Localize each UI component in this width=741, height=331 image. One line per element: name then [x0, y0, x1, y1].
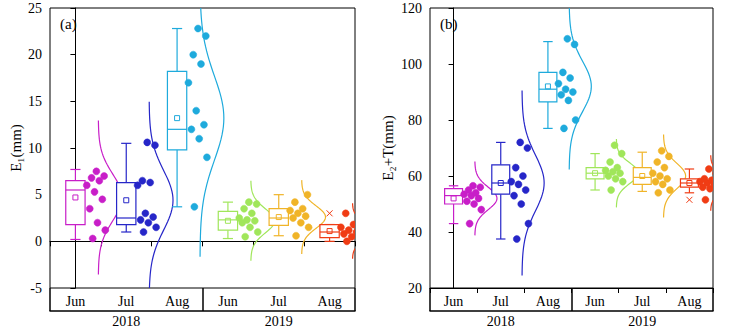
svg-text:20: 20: [408, 281, 422, 296]
svg-text:2019: 2019: [628, 314, 656, 329]
svg-text:Jun: Jun: [218, 294, 237, 309]
svg-text:2019: 2019: [265, 314, 293, 329]
svg-text:Aug: Aug: [677, 294, 701, 309]
svg-text:25: 25: [28, 1, 42, 16]
svg-text:Jun: Jun: [444, 294, 463, 309]
svg-text:Jun: Jun: [585, 294, 604, 309]
svg-text:60: 60: [408, 169, 422, 184]
svg-text:Aug: Aug: [318, 294, 342, 309]
svg-text:-5: -5: [30, 281, 42, 296]
svg-text:20: 20: [28, 47, 42, 62]
svg-text:E₂+T(mm): E₂+T(mm): [380, 115, 397, 180]
svg-text:40: 40: [408, 225, 422, 240]
svg-text:(b): (b): [440, 16, 458, 33]
svg-text:Jul: Jul: [271, 294, 287, 309]
svg-text:Aug: Aug: [165, 294, 189, 309]
svg-text:100: 100: [401, 57, 422, 72]
svg-text:2018: 2018: [487, 314, 515, 329]
svg-text:(a): (a): [60, 16, 77, 33]
svg-text:15: 15: [28, 94, 42, 109]
svg-text:Aug: Aug: [536, 294, 560, 309]
svg-text:80: 80: [408, 113, 422, 128]
svg-text:Jul: Jul: [634, 294, 650, 309]
svg-text:Jul: Jul: [118, 294, 134, 309]
svg-text:Jul: Jul: [493, 294, 509, 309]
svg-text:0: 0: [35, 234, 42, 249]
svg-text:Jun: Jun: [66, 294, 85, 309]
svg-text:5: 5: [35, 187, 42, 202]
svg-text:2018: 2018: [112, 314, 140, 329]
svg-text:10: 10: [28, 141, 42, 156]
svg-text:E₁(mm): E₁(mm): [8, 124, 25, 172]
svg-text:120: 120: [401, 1, 422, 16]
